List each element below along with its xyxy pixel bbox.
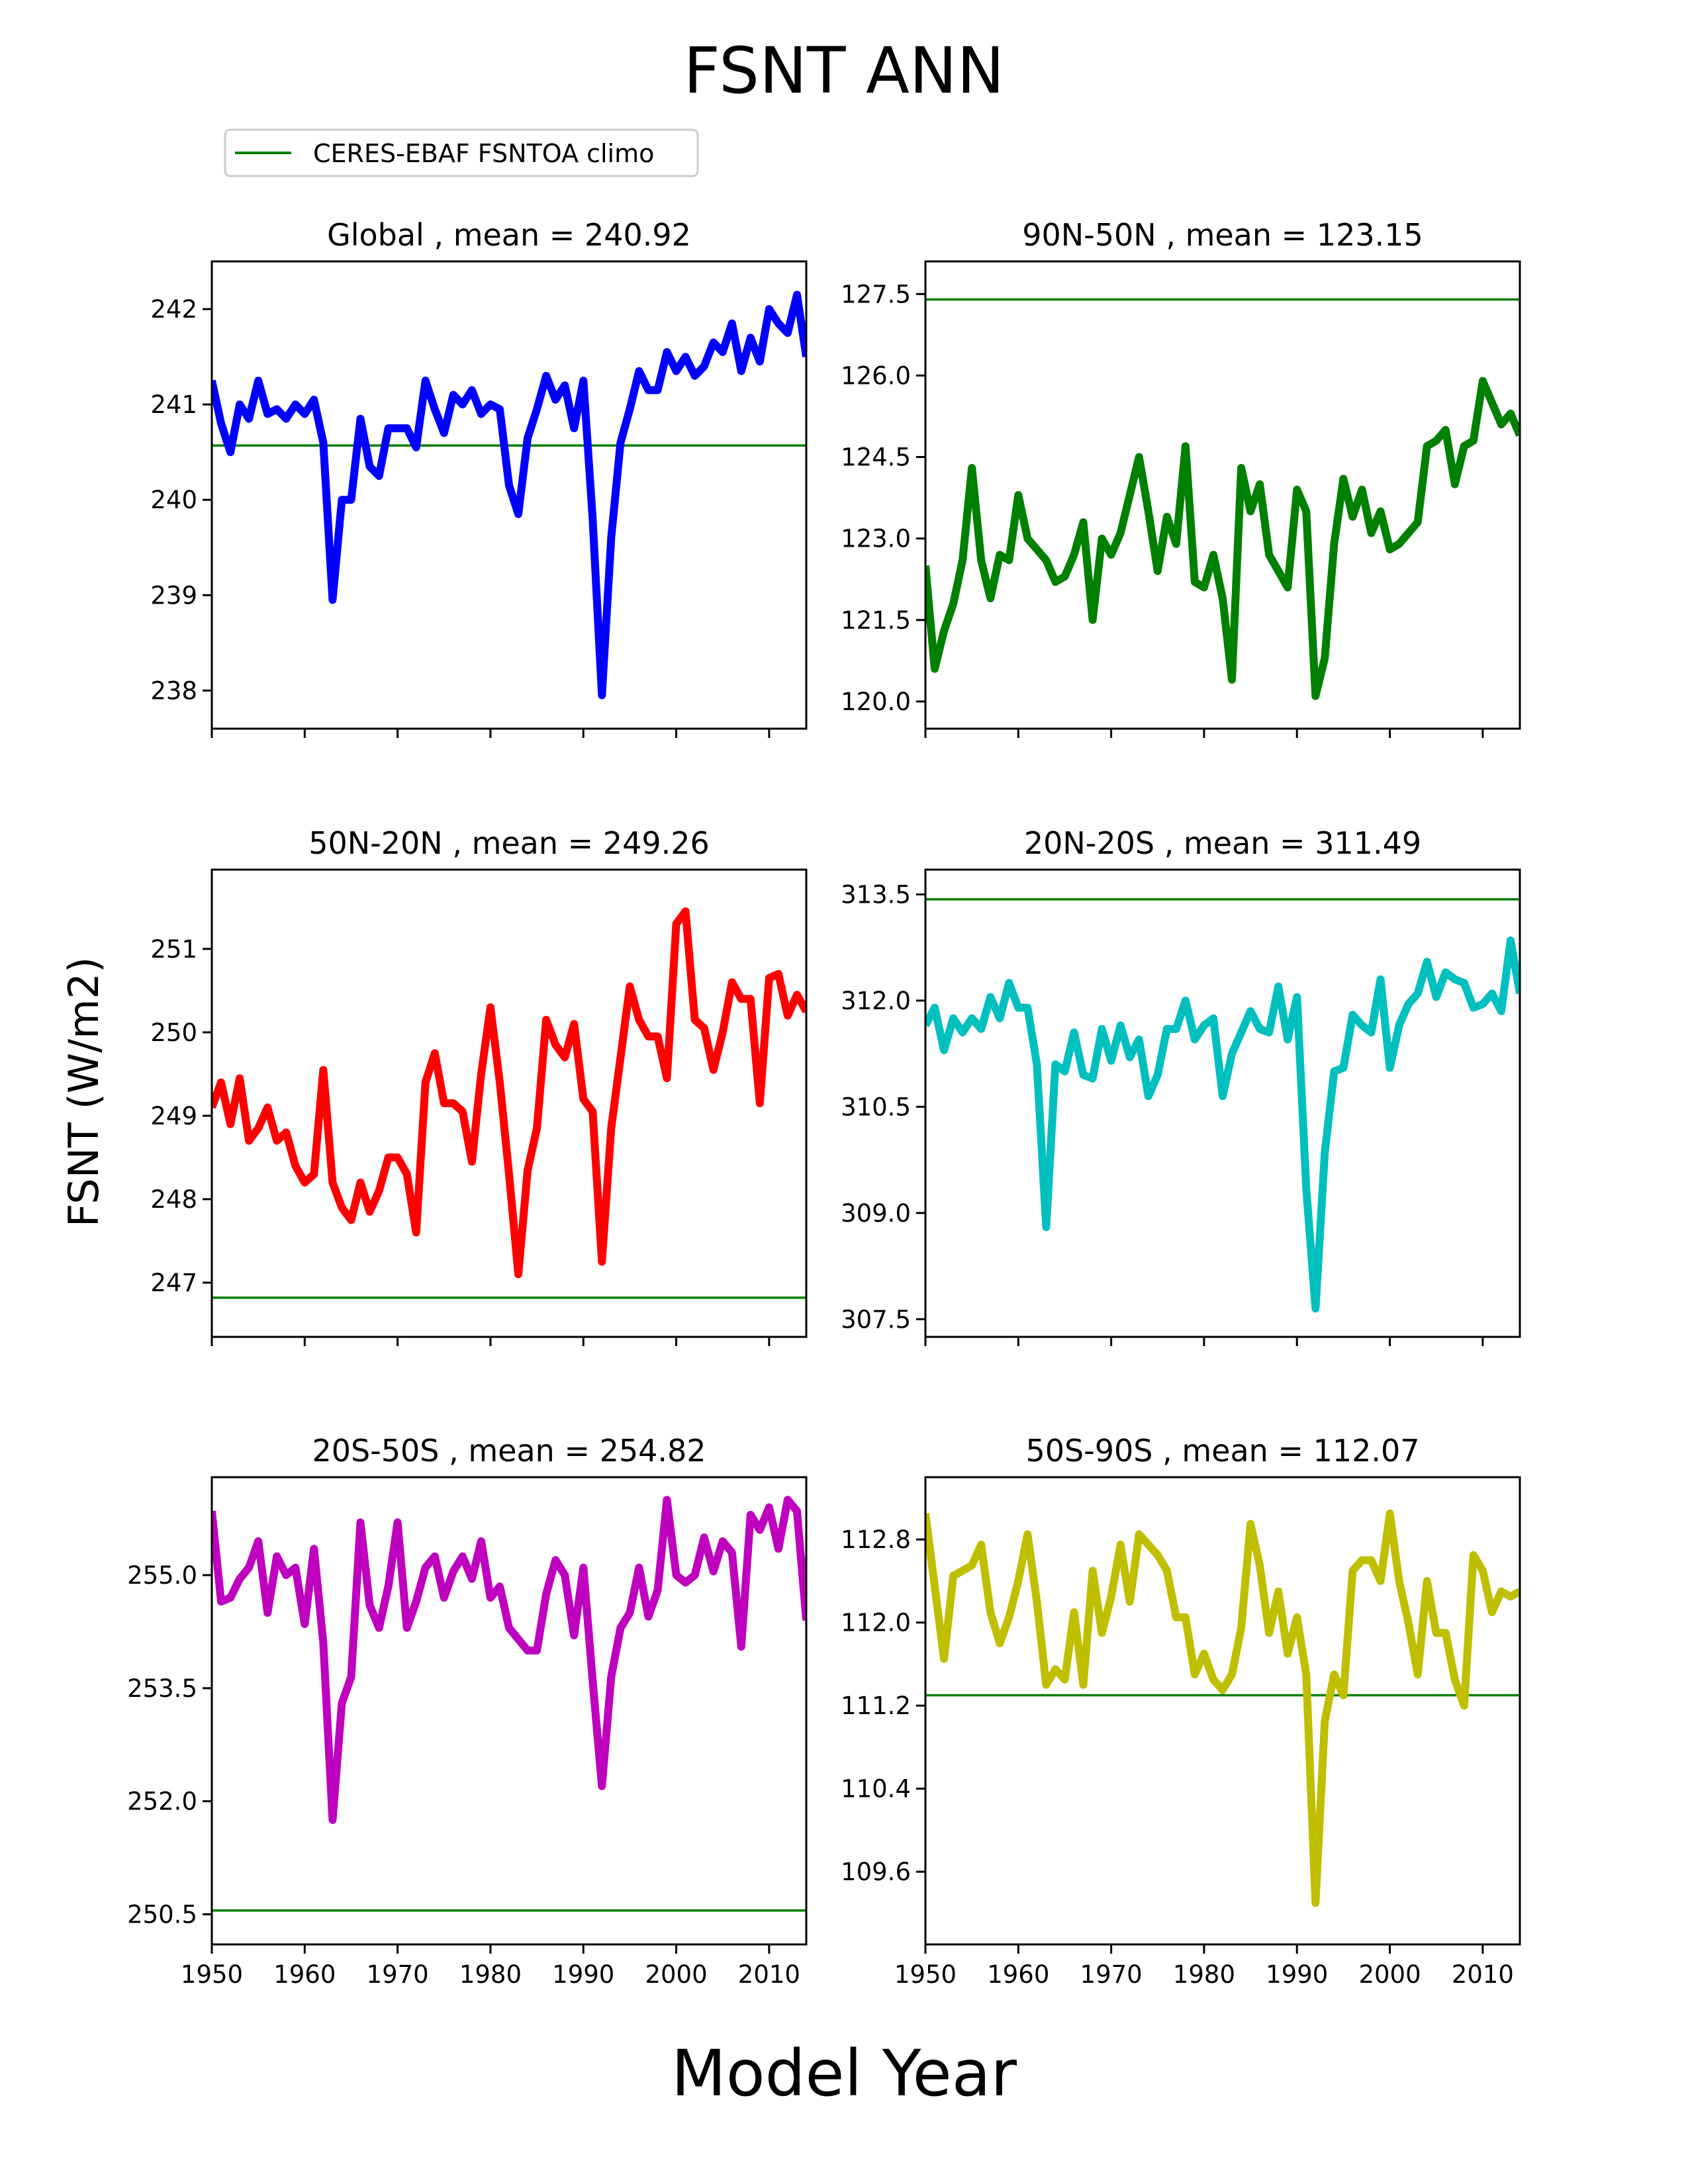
panel-title: 20N-20S , mean = 311.49: [1024, 825, 1421, 861]
panel-frame: [211, 1476, 808, 1946]
y-tick-label: 124.5: [841, 443, 911, 472]
y-tick-label: 127.5: [841, 280, 911, 308]
y-tick-label: 112.0: [841, 1609, 911, 1637]
y-tick-label: 241: [150, 390, 197, 419]
y-tick-label: 313.5: [841, 880, 911, 909]
y-tick-label: 242: [150, 295, 197, 324]
x-tick-label: 1990: [1266, 1960, 1328, 1989]
y-tick-label: 253.5: [127, 1674, 197, 1703]
y-tick-label: 309.0: [841, 1199, 911, 1228]
y-tick-label: 121.5: [841, 606, 911, 635]
y-tick-label: 250.5: [127, 1900, 197, 1929]
x-tick-label: 1970: [367, 1960, 429, 1989]
x-tick-label: 1960: [273, 1960, 336, 1989]
series-line: [212, 907, 806, 1279]
series-line: [925, 1509, 1520, 1907]
y-tick-label: 112.8: [841, 1525, 911, 1554]
x-tick-label: 1950: [894, 1960, 957, 1989]
y-tick-label: 126.0: [841, 361, 911, 390]
x-tick-label: 1980: [459, 1960, 522, 1989]
panel-5: 20S-50S , mean = 254.82 250.5 252.0 253.5 25…: [127, 1433, 808, 1989]
y-tick-label: 123.0: [841, 525, 911, 553]
x-tick-label: 1950: [181, 1960, 243, 1989]
panel-title: 90N-50N , mean = 123.15: [1022, 217, 1423, 253]
x-tick-label: 1960: [987, 1960, 1049, 1989]
y-tick-label: 120.0: [841, 688, 911, 716]
figure-title: FSNT ANN: [684, 34, 1005, 108]
panel-title: 20S-50S , mean = 254.82: [312, 1433, 706, 1469]
y-tick-label: 248: [150, 1185, 197, 1214]
panel-title: Global , mean = 240.92: [327, 217, 691, 253]
y-tick-label: 255.0: [127, 1561, 197, 1590]
figure-ylabel: FSNT (W/m2): [60, 957, 108, 1227]
y-tick-label: 247: [150, 1269, 197, 1297]
panel-frame: [924, 260, 1521, 730]
y-tick-label: 251: [150, 935, 197, 964]
panel-title: 50S-90S , mean = 112.07: [1025, 1433, 1419, 1469]
panel-frame: [211, 868, 808, 1338]
figure-xlabel: Model Year: [671, 2036, 1017, 2111]
panel-frame: [924, 868, 1521, 1338]
y-tick-label: 110.4: [841, 1775, 911, 1803]
y-tick-label: 239: [150, 581, 197, 610]
panel-frame: [211, 260, 808, 730]
x-tick-label: 1970: [1080, 1960, 1143, 1989]
series-line: [925, 377, 1520, 700]
panels: Global , mean = 240.92 238 239 240 241 242 90N…: [127, 217, 1521, 1989]
panel-4: 20N-20S , mean = 311.49 307.5 309.0 310.5 31…: [841, 825, 1521, 1346]
x-tick-label: 1980: [1173, 1960, 1235, 1989]
legend-label: CERES-EBAF FSNTOA climo: [313, 139, 654, 168]
y-tick-label: 240: [150, 486, 197, 514]
series-line: [925, 936, 1520, 1313]
x-tick-label: 1990: [552, 1960, 614, 1989]
y-tick-label: 312.0: [841, 987, 911, 1015]
x-tick-label: 2010: [1452, 1960, 1514, 1989]
series-line: [212, 1496, 806, 1825]
x-tick-label: 2000: [1358, 1960, 1421, 1989]
panel-6: 50S-90S , mean = 112.07 109.6 110.4 111.2 11…: [841, 1433, 1521, 1989]
y-tick-label: 111.2: [841, 1692, 911, 1720]
legend: CERES-EBAF FSNTOA climo: [224, 128, 699, 177]
x-tick-label: 2000: [645, 1960, 707, 1989]
panel-title: 50N-20N , mean = 249.26: [308, 825, 710, 861]
y-tick-label: 252.0: [127, 1788, 197, 1816]
panel-1: Global , mean = 240.92 238 239 240 241 242: [150, 217, 808, 738]
y-tick-label: 250: [150, 1019, 197, 1047]
panel-2: 90N-50N , mean = 123.15 120.0 121.5 123.0 12…: [841, 217, 1521, 738]
series-line: [212, 291, 806, 700]
y-tick-label: 249: [150, 1102, 197, 1130]
y-tick-label: 238: [150, 676, 197, 705]
panel-3: 50N-20N , mean = 249.26 247 248 249 250 251: [150, 825, 808, 1346]
legend-box: [224, 128, 699, 177]
y-tick-label: 310.5: [841, 1093, 911, 1121]
y-tick-label: 109.6: [841, 1858, 911, 1886]
x-tick-label: 2010: [738, 1960, 800, 1989]
y-tick-label: 307.5: [841, 1305, 911, 1334]
panel-frame: [924, 1476, 1521, 1946]
